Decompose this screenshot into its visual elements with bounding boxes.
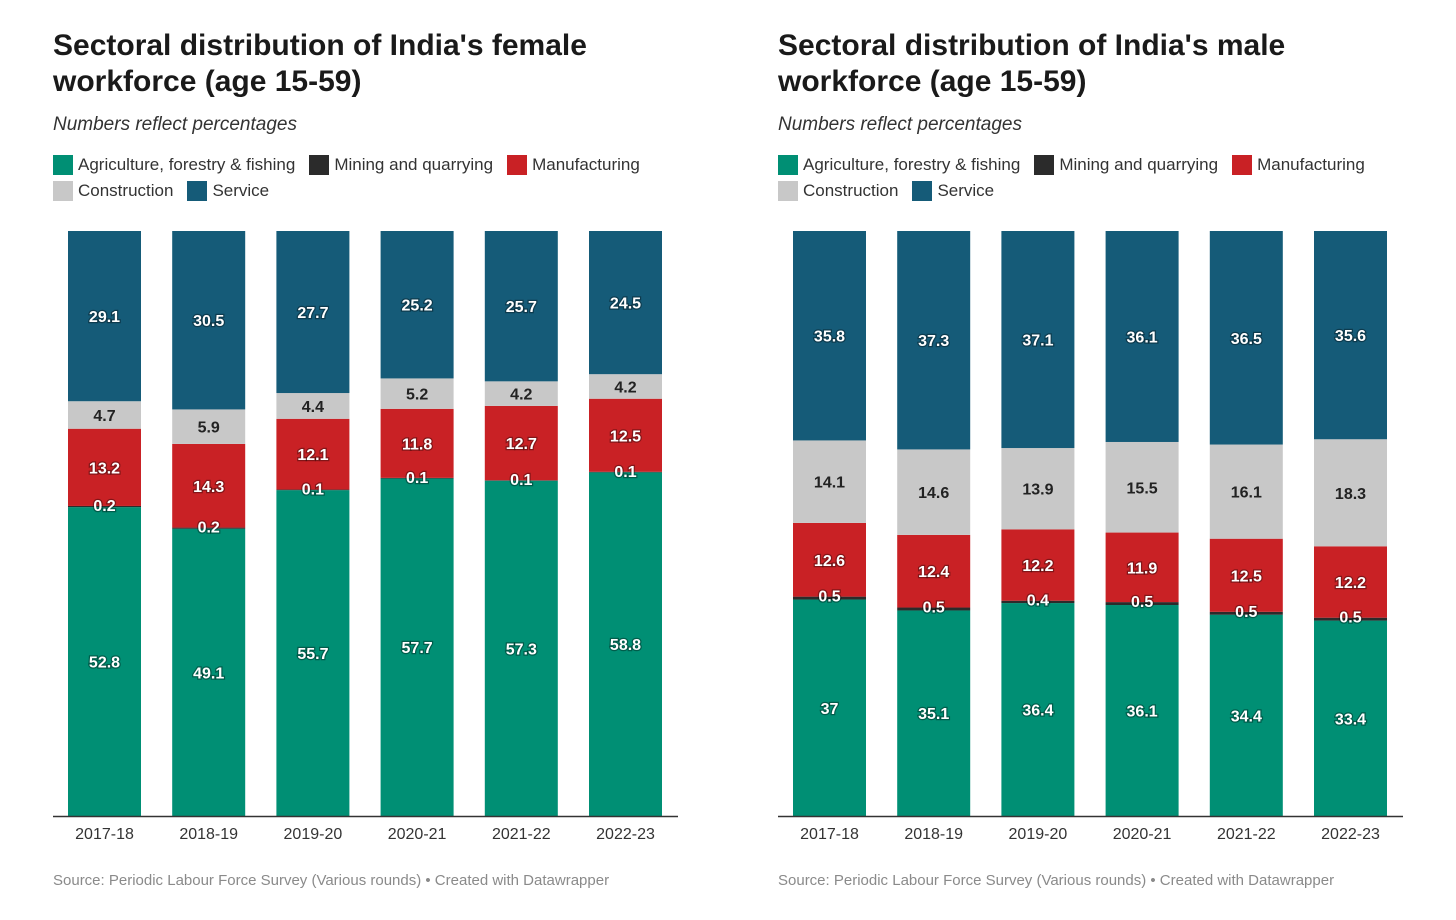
legend-swatch-mining	[309, 155, 330, 175]
legend-swatch-service	[187, 181, 208, 201]
legend-swatch-mining	[1034, 155, 1055, 175]
legend-item-service: Service	[912, 181, 994, 201]
legend-label: Service	[212, 181, 270, 200]
chart-subtitle: Numbers reflect percentages	[778, 114, 1022, 135]
legend-label: Construction	[803, 181, 899, 200]
legend-item-construction: Construction	[53, 181, 173, 201]
legend-label: Service	[937, 181, 995, 200]
chart-title: Sectoral distribution of India's female …	[53, 29, 587, 98]
chart-title: Sectoral distribution of India's male wo…	[778, 29, 1286, 98]
legend-swatch-manufacturing	[1232, 155, 1253, 175]
legend-item-manufacturing: Manufacturing	[507, 155, 640, 175]
legend-label: Manufacturing	[532, 155, 640, 174]
legend-swatch-agriculture	[53, 155, 73, 175]
legend-label: Agriculture, forestry & fishing	[78, 155, 296, 174]
legend-item-mining: Mining and quarrying	[309, 155, 493, 175]
legend-swatch-construction	[53, 181, 73, 201]
chart-legend: Agriculture, forestry & fishing Mining a…	[778, 152, 1418, 204]
legend-item-agriculture: Agriculture, forestry & fishing	[53, 155, 295, 175]
legend-item-agriculture: Agriculture, forestry & fishing	[778, 155, 1020, 175]
legend-item-manufacturing: Manufacturing	[1232, 155, 1365, 175]
chart-legend: Agriculture, forestry & fishing Mining a…	[53, 152, 693, 204]
legend-item-mining: Mining and quarrying	[1034, 155, 1218, 175]
legend-label: Mining and quarrying	[1059, 155, 1219, 174]
legend-label: Construction	[78, 181, 174, 200]
legend-item-construction: Construction	[778, 181, 898, 201]
chart-source: Source: Periodic Labour Force Survey (Va…	[778, 872, 1335, 889]
legend-label: Manufacturing	[1257, 155, 1365, 174]
male-chart-panel: Sectoral distribution of India's male wo…	[778, 0, 1456, 920]
legend-label: Mining and quarrying	[334, 155, 494, 174]
legend-swatch-manufacturing	[507, 155, 528, 175]
female-chart-panel: Sectoral distribution of India's female …	[53, 0, 733, 920]
chart-subtitle: Numbers reflect percentages	[53, 114, 297, 135]
legend-item-service: Service	[187, 181, 269, 201]
legend-swatch-construction	[778, 181, 798, 201]
legend-label: Agriculture, forestry & fishing	[803, 155, 1021, 174]
legend-swatch-agriculture	[778, 155, 798, 175]
legend-swatch-service	[912, 181, 933, 201]
chart-source: Source: Periodic Labour Force Survey (Va…	[53, 872, 610, 889]
